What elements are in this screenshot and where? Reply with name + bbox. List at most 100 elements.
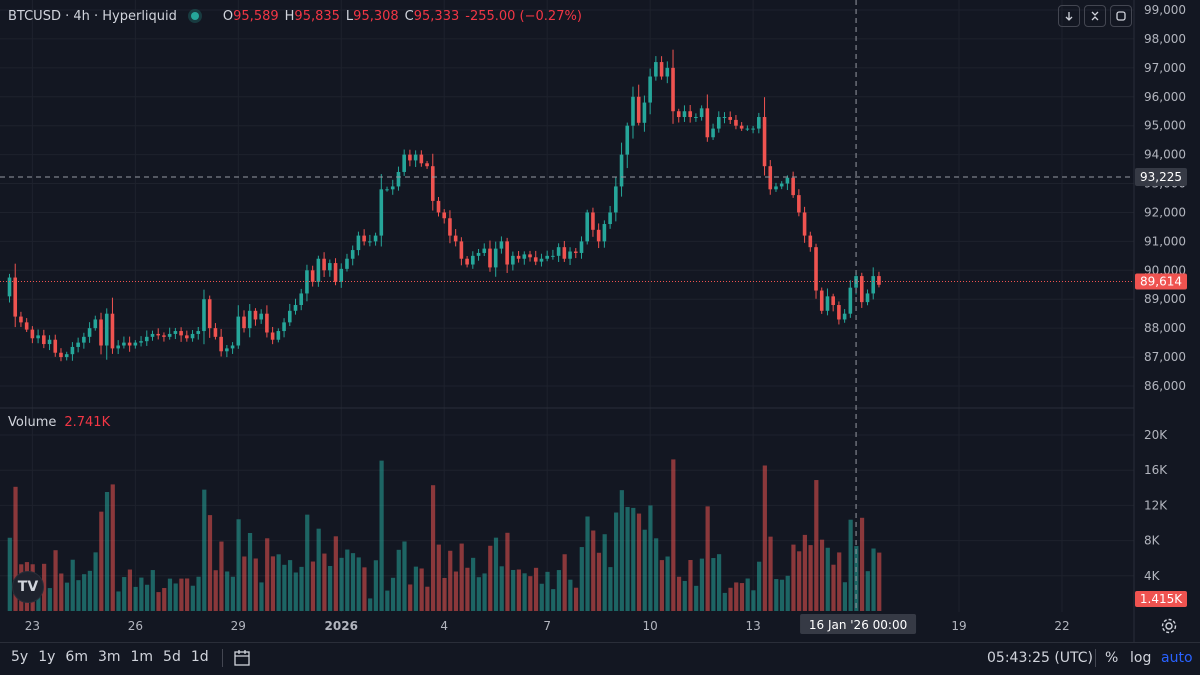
volume-bar (705, 506, 710, 611)
low-label: L (345, 8, 354, 24)
volume-bar (568, 579, 573, 611)
volume-bar (453, 571, 459, 611)
gear-icon[interactable] (1160, 617, 1178, 635)
range-5d[interactable]: 5d (163, 649, 181, 665)
volume-grid (0, 434, 1134, 577)
symbol-title[interactable]: BTCUSD · 4h · Hyperliquid (8, 8, 177, 24)
volume-bar (64, 582, 70, 611)
candle-body (322, 258, 326, 271)
candle-body (24, 322, 29, 330)
volume-bar (144, 584, 150, 611)
range-1y[interactable]: 1y (38, 649, 56, 665)
candle-body (453, 235, 458, 242)
volume-bar (339, 557, 344, 611)
volume-bar (150, 570, 155, 611)
volume-bar (522, 573, 527, 611)
last-price-tag (1135, 273, 1187, 290)
toolbar-separator (222, 649, 223, 667)
candle-body (156, 333, 161, 336)
price-tick-label: 96,000 (1144, 90, 1186, 104)
range-1m[interactable]: 1m (130, 649, 154, 665)
volume-bar (299, 566, 304, 611)
volume-bar (579, 547, 584, 611)
auto-toggle[interactable]: auto (1161, 650, 1193, 666)
grid (0, 0, 1134, 612)
volume-bar (596, 552, 602, 611)
volume-axis[interactable]: 4K 8K 12K 16K 20K (1144, 428, 1168, 583)
refresh-icon[interactable] (1110, 5, 1132, 27)
candle-body (247, 310, 252, 329)
candle-body (390, 186, 395, 190)
volume-bar (556, 570, 562, 611)
volume-bar (13, 486, 18, 611)
candle-body (413, 154, 418, 161)
candle-body (556, 247, 561, 256)
volume-bar (488, 545, 493, 611)
volume-last-tag (1135, 591, 1187, 607)
candle-body (694, 117, 698, 119)
volume-bar (328, 565, 333, 611)
candle-body (196, 331, 201, 334)
arrow-down-icon[interactable] (1058, 5, 1080, 27)
volume-bar (7, 537, 12, 611)
volume-bar (631, 507, 636, 611)
time-tick-label: 7 (543, 619, 551, 633)
volume-bar (533, 567, 539, 611)
candle-body (236, 316, 241, 346)
volume-bar (219, 541, 224, 611)
volume-bar (436, 544, 441, 611)
range-1d[interactable]: 1d (190, 649, 209, 665)
candle-body (442, 212, 447, 219)
candle-body (511, 255, 515, 265)
candle-body (739, 125, 744, 129)
price-tick-label: 98,000 (1144, 32, 1186, 46)
calendar-icon[interactable] (232, 648, 252, 668)
volume-bar (122, 577, 127, 611)
volume-bar (757, 561, 762, 611)
clock[interactable]: 05:43:25 (UTC) (987, 650, 1094, 666)
price-tick-label: 89,000 (1144, 292, 1186, 306)
candle-body (471, 255, 475, 265)
time-axis[interactable]: 23 26 29 2026 4 7 10 13 19 22 (25, 619, 1070, 633)
candle-body (402, 154, 406, 172)
candle-body (762, 117, 767, 167)
candle-body (642, 102, 647, 123)
candle-body (219, 336, 223, 352)
tradingview-logo-icon[interactable]: TV (12, 571, 44, 603)
price-tick-label: 95,000 (1144, 119, 1186, 133)
volume-bar (225, 571, 230, 611)
range-6m[interactable]: 6m (65, 649, 88, 665)
candle-body (596, 229, 601, 242)
volume-bar (528, 576, 533, 611)
candle-body (173, 331, 178, 334)
candle-body (42, 335, 46, 345)
range-3m[interactable]: 3m (97, 649, 121, 665)
open-label: O (222, 8, 234, 24)
percent-toggle[interactable]: % (1105, 650, 1119, 666)
time-tick-label: 23 (25, 619, 40, 633)
candle-body (676, 111, 681, 118)
collapse-icon[interactable] (1084, 5, 1106, 27)
volume-bar (671, 459, 676, 611)
price-tick-label: 86,000 (1144, 379, 1186, 393)
volume-bar (425, 586, 430, 611)
range-5y[interactable]: 5y (11, 649, 29, 665)
log-toggle[interactable]: log (1130, 650, 1152, 666)
candle-body (665, 67, 670, 77)
candle-body (654, 62, 658, 77)
volume-bar (797, 551, 802, 611)
volume-bar (619, 490, 624, 611)
candle-body (608, 212, 612, 225)
volume-bar (493, 537, 499, 611)
volume-bar (859, 517, 865, 611)
volume-bar (156, 592, 161, 611)
candle-body (785, 177, 790, 184)
candle-body (539, 258, 544, 262)
candle-body (328, 263, 332, 271)
volume-bar (207, 515, 213, 611)
volume-bar (762, 465, 767, 611)
price-axis[interactable]: 86,00087,00088,00089,00090,00091,00092,0… (1144, 3, 1186, 393)
candle-body (368, 241, 372, 243)
volume-bar (402, 541, 407, 611)
